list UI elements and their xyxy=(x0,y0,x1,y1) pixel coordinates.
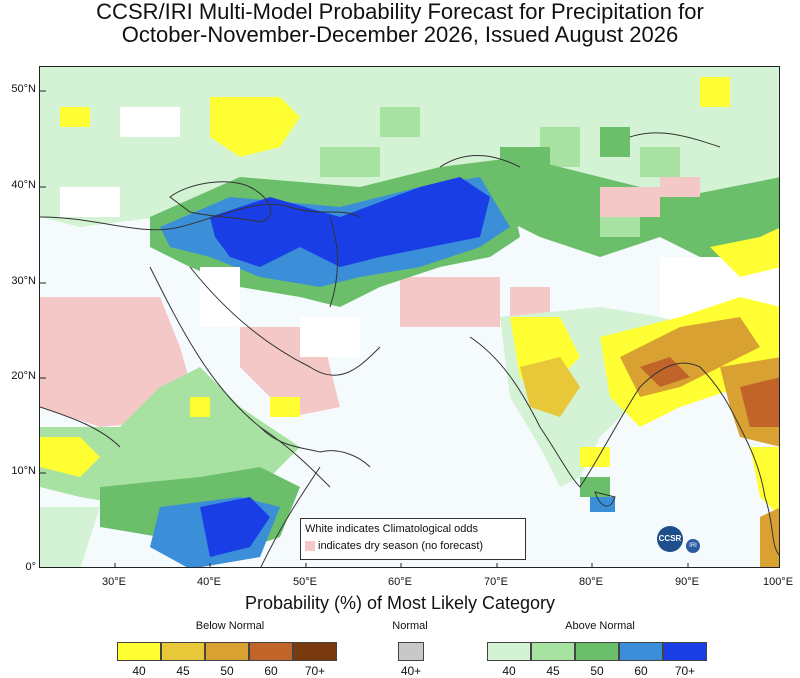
lon-label-50: 50°E xyxy=(293,576,317,588)
below-tick-60: 60 xyxy=(264,664,278,678)
below-swatch-60 xyxy=(249,642,293,661)
map-canvas xyxy=(40,67,779,567)
lat-label-20: 20°N xyxy=(11,370,36,382)
above-swatch-45 xyxy=(531,642,575,661)
note-climatology: White indicates Climatological odds xyxy=(305,523,479,535)
below-swatch-45 xyxy=(161,642,205,661)
above-swatch-70 xyxy=(663,642,707,661)
normal-tick-40: 40+ xyxy=(400,664,422,678)
note-dry-season: indicates dry season (no forecast) xyxy=(318,540,484,552)
below-swatch-70 xyxy=(293,642,337,661)
lon-label-30: 30°E xyxy=(102,576,126,588)
lat-label-10: 10°N xyxy=(11,465,36,477)
note-dry-season-row: indicates dry season (no forecast) xyxy=(305,538,521,555)
normal-swatch-40 xyxy=(398,642,424,661)
map-title: CCSR/IRI Multi-Model Probability Forecas… xyxy=(0,0,800,46)
title-line-1: CCSR/IRI Multi-Model Probability Forecas… xyxy=(96,0,704,24)
colorbar-title: Probability (%) of Most Likely Category xyxy=(244,593,556,613)
legend-note: White indicates Climatological odds indi… xyxy=(300,518,526,560)
above-tick-45: 45 xyxy=(546,664,560,678)
above-swatch-50 xyxy=(575,642,619,661)
below-swatch-40 xyxy=(117,642,161,661)
lon-label-90: 90°E xyxy=(675,576,699,588)
below-swatch-50 xyxy=(205,642,249,661)
title-line-2: October-November-December 2026, Issued A… xyxy=(121,22,679,47)
lat-label-40: 40°N xyxy=(11,179,36,191)
lon-label-80: 80°E xyxy=(579,576,603,588)
above-tick-50: 50 xyxy=(590,664,604,678)
below-normal-label: Below Normal xyxy=(195,620,265,632)
lat-label-50: 50°N xyxy=(11,83,36,95)
above-tick-70: 70+ xyxy=(674,664,696,678)
lon-label-100: 100°E xyxy=(762,576,794,588)
ccsr-logo: CCSR xyxy=(657,526,683,552)
above-tick-40: 40 xyxy=(502,664,516,678)
iri-logo: IRI xyxy=(686,539,700,553)
below-tick-45: 45 xyxy=(176,664,190,678)
above-swatch-60 xyxy=(619,642,663,661)
above-swatch-40 xyxy=(487,642,531,661)
lon-label-70: 70°E xyxy=(484,576,508,588)
lon-label-60: 60°E xyxy=(388,576,412,588)
forecast-map xyxy=(39,66,780,568)
lon-label-40: 40°E xyxy=(197,576,221,588)
below-tick-70: 70+ xyxy=(304,664,326,678)
below-tick-40: 40 xyxy=(132,664,146,678)
above-normal-label: Above Normal xyxy=(565,620,635,632)
above-tick-60: 60 xyxy=(634,664,648,678)
lat-label-30: 30°N xyxy=(11,275,36,287)
normal-label: Normal xyxy=(392,620,428,632)
lat-label-0: 0° xyxy=(25,561,36,573)
below-tick-50: 50 xyxy=(220,664,234,678)
dry-season-swatch xyxy=(305,541,315,552)
